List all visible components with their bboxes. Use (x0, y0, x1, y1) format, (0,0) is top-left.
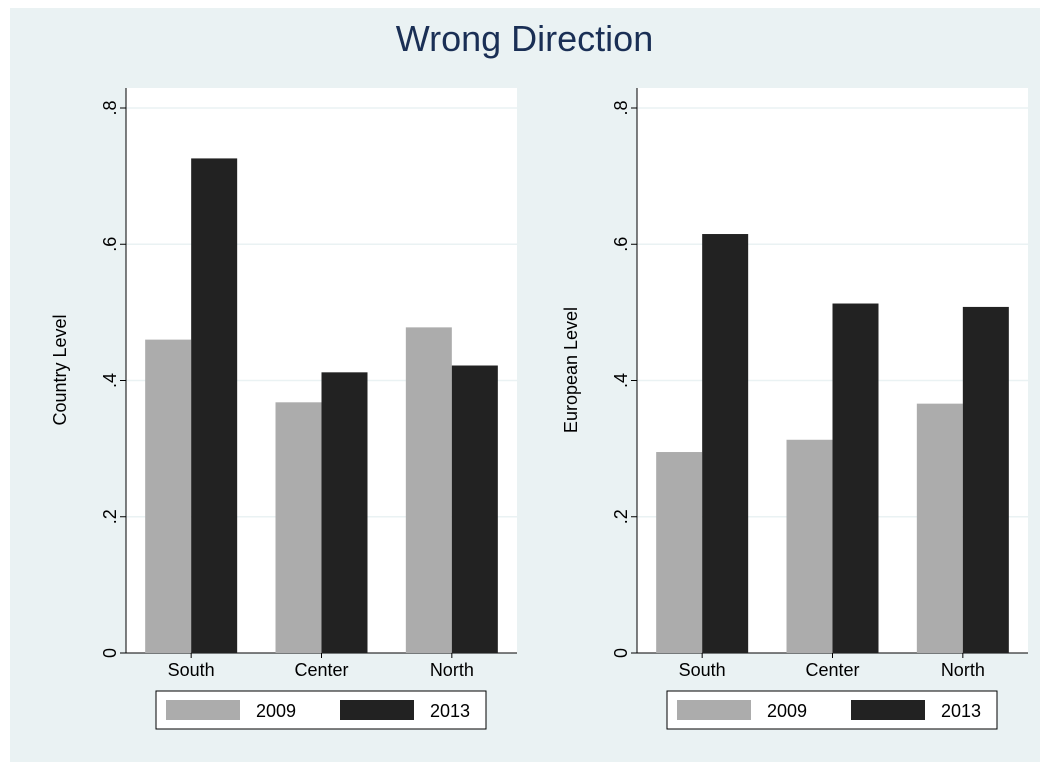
y-axis-title: Country Level (50, 314, 70, 425)
y-tick-label: .8 (611, 100, 631, 115)
x-tick-label: Center (294, 660, 348, 680)
bar-south-2013 (702, 234, 749, 653)
bar-center-2009 (275, 402, 322, 653)
y-tick-label: .2 (100, 509, 120, 524)
legend-swatch-2013 (851, 700, 925, 720)
y-tick-label: .4 (100, 373, 120, 388)
x-tick-label: Center (805, 660, 859, 680)
x-tick-label: North (430, 660, 474, 680)
bar-north-2013 (962, 306, 1009, 653)
legend-label-2009: 2009 (256, 701, 296, 721)
x-tick-label: North (941, 660, 985, 680)
legend-swatch-2009 (677, 700, 751, 720)
bar-south-2013 (191, 158, 238, 653)
legend-label-2013: 2013 (430, 701, 470, 721)
x-tick-label: South (168, 660, 215, 680)
bar-north-2009 (916, 403, 963, 653)
bar-north-2013 (451, 365, 498, 653)
bar-center-2009 (786, 439, 833, 653)
bar-center-2013 (321, 372, 368, 653)
chart-title: Wrong Direction (395, 18, 654, 59)
y-tick-label: .2 (611, 509, 631, 524)
legend-swatch-2009 (166, 700, 240, 720)
bar-north-2009 (405, 327, 452, 653)
legend-swatch-2013 (340, 700, 414, 720)
bar-south-2009 (656, 452, 703, 653)
y-axis-title: European Level (561, 307, 581, 433)
y-tick-label: .8 (100, 100, 120, 115)
legend-label-2013: 2013 (941, 701, 981, 721)
bar-south-2009 (145, 339, 192, 653)
x-tick-label: South (679, 660, 726, 680)
y-tick-label: 0 (611, 648, 631, 658)
y-tick-label: .4 (611, 373, 631, 388)
bar-center-2013 (832, 303, 879, 653)
legend-label-2009: 2009 (767, 701, 807, 721)
y-tick-label: 0 (100, 648, 120, 658)
y-tick-label: .6 (611, 237, 631, 252)
y-tick-label: .6 (100, 237, 120, 252)
